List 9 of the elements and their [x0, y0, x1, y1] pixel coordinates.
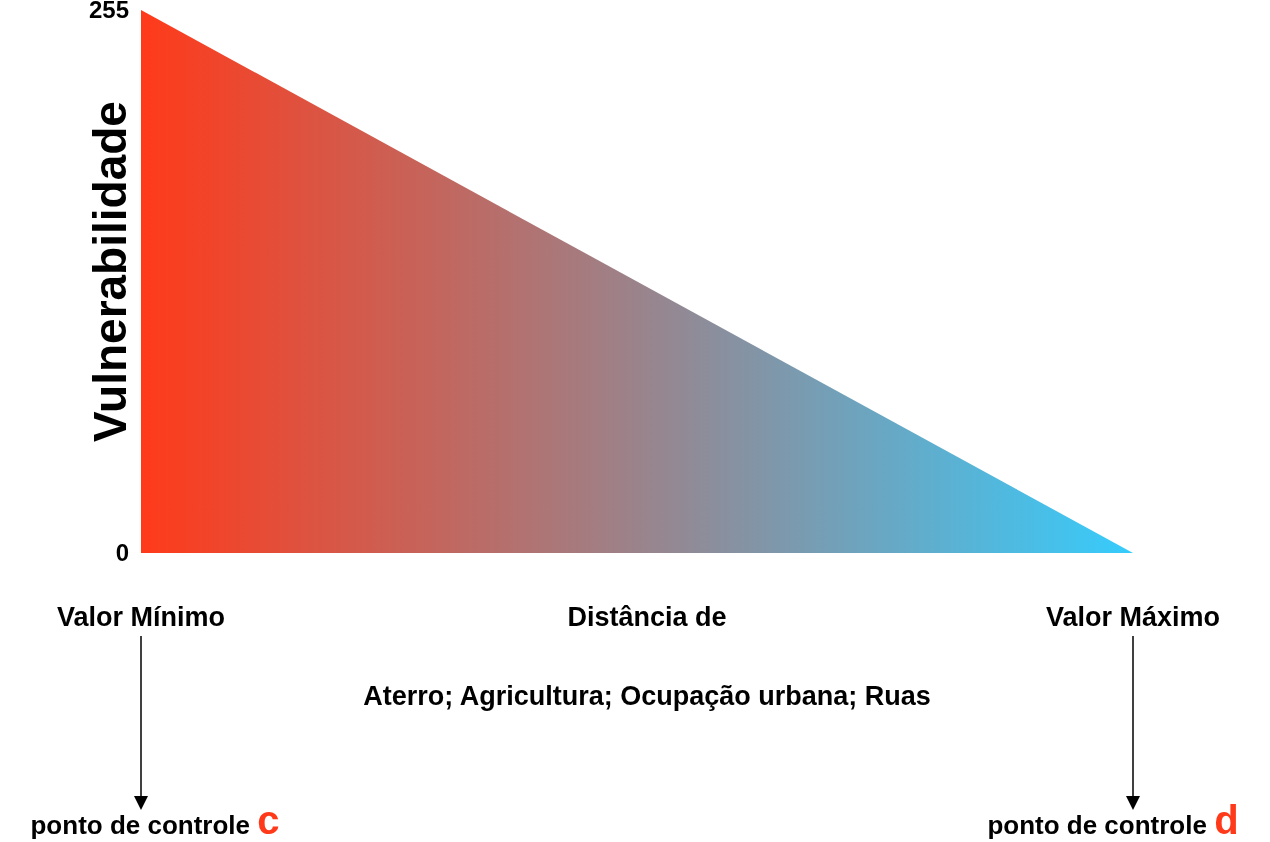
text: Aterro; Agricultura; Ocupação urbana; Ruas: [363, 681, 931, 711]
y-tick-label: 0: [115, 539, 129, 567]
y-axis-title: Vulnerabilidade: [84, 101, 136, 442]
text: ponto de controle c: [30, 798, 280, 842]
text: ponto de controle d: [987, 798, 1239, 842]
x-axis-title: Distância de: [567, 602, 727, 632]
x-tick-label: Valor Mínimo: [56, 602, 226, 632]
x-tick-label: Valor Máximo: [1045, 602, 1221, 632]
y-tick-label: 255: [88, 0, 129, 24]
